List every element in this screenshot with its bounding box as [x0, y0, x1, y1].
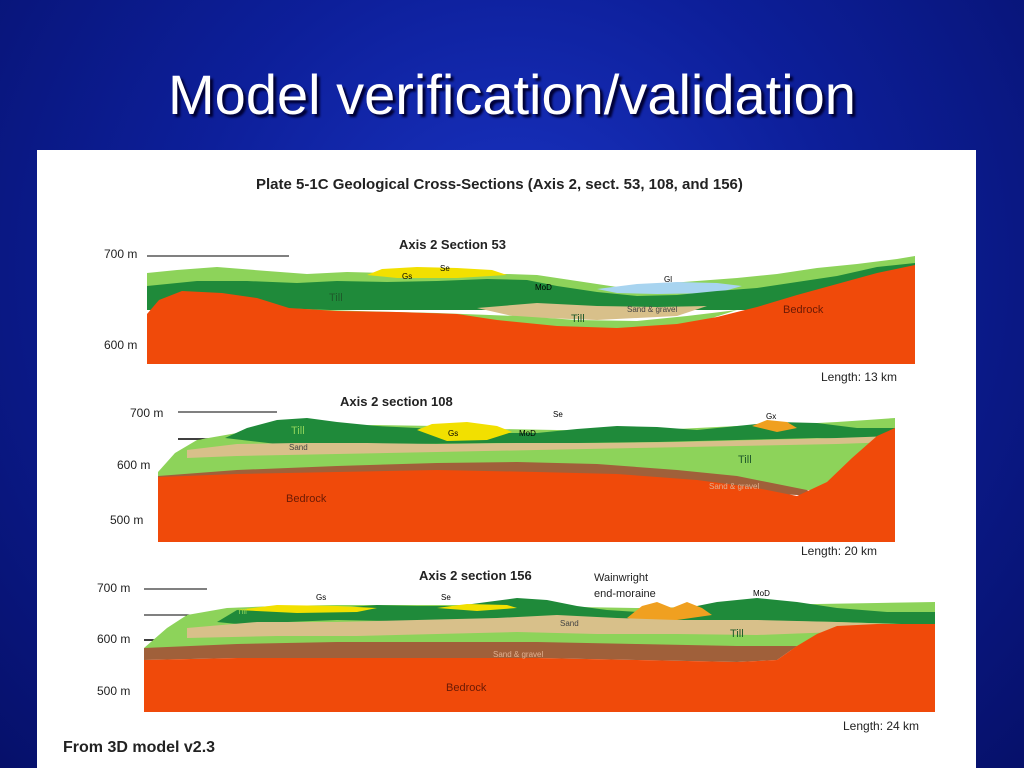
section-length: Length: 13 km [821, 370, 897, 384]
elevation-label-600: 600 m [97, 632, 130, 646]
section-title: Axis 2 section 108 [340, 394, 453, 409]
layer-moraine [627, 602, 712, 622]
label-bedrock: Bedrock [446, 682, 487, 694]
label-gs: Gs [402, 272, 412, 281]
label-sand: Sand [560, 619, 579, 628]
layer-gs [237, 605, 377, 613]
label-till-lower: Till [571, 313, 585, 325]
label-gx: Gx [766, 412, 776, 421]
layer-sand-gravel [477, 303, 707, 320]
label-se: Se [553, 410, 563, 419]
label-sand-gravel: Sand & gravel [627, 305, 677, 314]
section-title: Axis 2 section 156 [419, 568, 532, 583]
layer-glacial-lake [597, 282, 742, 294]
label-gs: Gs [316, 593, 326, 602]
layer-bedrock [158, 428, 895, 542]
layer-sand-gravel [158, 462, 817, 496]
elevation-label-600: 600 m [104, 338, 137, 352]
label-gs: Gs [448, 429, 458, 438]
label-till-upper: Till [329, 292, 343, 304]
layer-gs [367, 267, 507, 278]
section-title: Axis 2 Section 53 [399, 237, 506, 252]
plate-title: Plate 5-1C Geological Cross-Sections (Ax… [256, 176, 743, 193]
slide-title: Model verification/validation [168, 63, 856, 126]
layer-bedrock [144, 624, 935, 712]
section-length: Length: 24 km [843, 719, 919, 733]
layer-bedrock [147, 265, 915, 364]
layer-moraine-gx [752, 420, 797, 432]
layer-till-dark [147, 263, 915, 310]
label-gl: Gl [664, 275, 672, 284]
elevation-label-700: 700 m [97, 581, 130, 595]
wainwright-annotation-line1: Wainwright [594, 572, 648, 584]
label-sand-gravel: Sand & gravel [493, 650, 543, 659]
layer-sand-gravel [144, 642, 797, 662]
layer-sand [187, 615, 935, 638]
layer-sand [187, 436, 895, 458]
section-108: Axis 2 section 108 700 m 600 m 500 m Gs … [110, 394, 895, 558]
cross-section-figure: Plate 5-1C Geological Cross-Sections (Ax… [97, 176, 935, 733]
elevation-label-700: 700 m [104, 247, 137, 261]
elevation-label-600: 600 m [117, 458, 150, 472]
wainwright-annotation-line2: end-moraine [594, 588, 656, 600]
label-sand: Sand [289, 443, 308, 452]
label-till-lower: Till [730, 628, 744, 640]
layer-till-dark [217, 598, 935, 625]
label-sand-gravel: Sand & gravel [709, 482, 759, 491]
footer-note: From 3D model v2.3 [63, 739, 216, 756]
elevation-label-500: 500 m [110, 513, 143, 527]
label-till-upper: Till [291, 425, 305, 437]
label-mod: MoD [753, 589, 770, 598]
section-length: Length: 20 km [801, 544, 877, 558]
elevation-label-700: 700 m [130, 406, 163, 420]
elevation-label-500: 500 m [97, 684, 130, 698]
label-bedrock: Bedrock [286, 493, 327, 505]
layer-gs [417, 422, 512, 441]
label-bedrock: Bedrock [783, 304, 824, 316]
label-mod: MoD [519, 429, 536, 438]
label-se: Se [441, 593, 451, 602]
section-156: Axis 2 section 156 700 m 600 m 500 m Gs … [97, 568, 935, 733]
figure-panel: Plate 5-1C Geological Cross-Sections (Ax… [37, 150, 976, 768]
label-se: Se [440, 264, 450, 273]
layer-till-dark [225, 418, 895, 444]
section-53: Axis 2 Section 53 700 m 600 m Gs Se MoD … [104, 237, 915, 384]
label-mod: MoD [535, 283, 552, 292]
label-till-lower: Till [738, 454, 752, 466]
label-till-upper: Till [237, 607, 247, 616]
layer-gs-2 [437, 604, 517, 611]
